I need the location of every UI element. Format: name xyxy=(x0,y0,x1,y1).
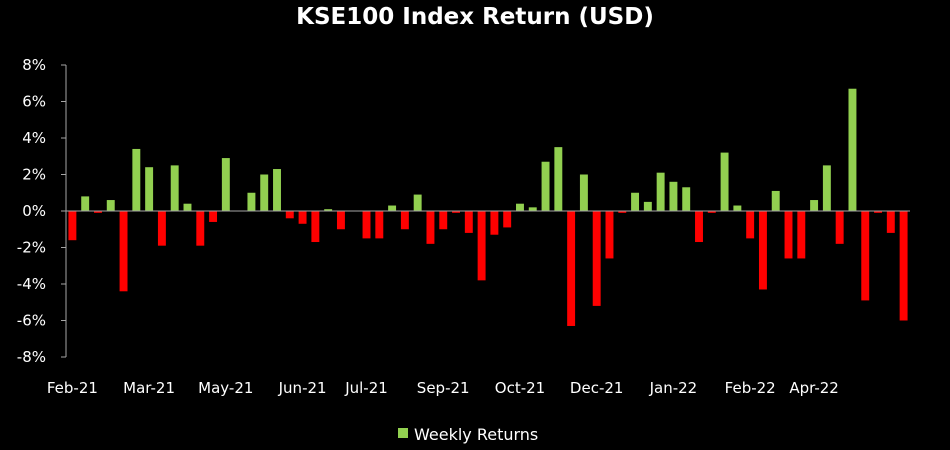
bar xyxy=(835,211,844,244)
bar xyxy=(874,211,882,213)
bar xyxy=(784,211,793,259)
bar xyxy=(758,211,767,290)
bar xyxy=(554,147,563,212)
bar xyxy=(618,211,627,213)
bar xyxy=(490,211,499,235)
bar xyxy=(439,211,448,230)
bar xyxy=(336,211,345,230)
bar xyxy=(503,211,512,228)
y-tick-label: 8% xyxy=(22,56,46,74)
bar xyxy=(413,194,422,211)
x-tick-label: Mar-21 xyxy=(123,379,175,397)
bar xyxy=(579,174,588,211)
x-tick-label: Feb-22 xyxy=(725,379,776,397)
x-tick-label: Apr-22 xyxy=(789,379,839,397)
bar xyxy=(221,158,230,211)
bar xyxy=(209,211,218,222)
bar xyxy=(669,181,678,211)
y-tick-label: 6% xyxy=(22,93,46,111)
bar xyxy=(886,211,895,233)
bar xyxy=(324,209,333,211)
bar xyxy=(643,201,652,212)
bar xyxy=(682,187,691,211)
bar xyxy=(822,165,831,212)
bar xyxy=(464,211,473,233)
bar xyxy=(183,203,192,211)
x-tick-label: May-21 xyxy=(198,379,253,397)
bar xyxy=(516,203,524,211)
legend-swatch xyxy=(398,428,408,438)
bar xyxy=(400,211,409,230)
y-tick-label: -8% xyxy=(17,348,46,366)
bar xyxy=(106,200,115,211)
bar xyxy=(771,190,780,211)
bar xyxy=(695,211,703,243)
bar xyxy=(81,196,90,211)
bar xyxy=(528,207,537,211)
bar xyxy=(707,211,716,213)
bar xyxy=(592,211,601,306)
x-tick-label: Jan-22 xyxy=(649,379,698,397)
x-tick-label: Sep-21 xyxy=(417,379,470,397)
bar xyxy=(452,211,460,213)
bar xyxy=(810,200,819,211)
bar xyxy=(848,88,857,211)
bar xyxy=(285,211,294,219)
x-tick-label: Oct-21 xyxy=(495,379,545,397)
bar xyxy=(94,211,102,213)
bar xyxy=(260,174,269,211)
bar xyxy=(733,205,742,211)
bar xyxy=(388,205,397,211)
bar xyxy=(119,211,128,292)
bar xyxy=(656,172,665,211)
bar xyxy=(605,211,614,259)
bar xyxy=(145,167,154,211)
bar xyxy=(247,192,256,211)
bar xyxy=(720,152,729,211)
bar xyxy=(541,161,550,211)
bar xyxy=(170,165,179,212)
x-tick-label: Jul-21 xyxy=(344,379,388,397)
x-tick-label: Jun-21 xyxy=(278,379,327,397)
bar xyxy=(157,211,166,246)
bar xyxy=(797,211,806,259)
y-tick-label: -6% xyxy=(17,312,46,330)
bar xyxy=(311,211,320,243)
legend-label: Weekly Returns xyxy=(414,425,538,444)
bar xyxy=(426,211,435,244)
y-tick-label: 4% xyxy=(22,129,46,147)
bar xyxy=(196,211,205,246)
bar xyxy=(631,192,640,211)
bar xyxy=(477,211,486,281)
x-tick-label: Feb-21 xyxy=(47,379,98,397)
y-tick-label: 0% xyxy=(22,202,46,220)
x-tick-label: Dec-21 xyxy=(570,379,624,397)
bar xyxy=(375,211,384,239)
bar xyxy=(298,211,307,224)
chart-title: KSE100 Index Return (USD) xyxy=(296,4,654,30)
bar xyxy=(362,211,371,239)
y-tick-label: -2% xyxy=(17,239,46,257)
bar xyxy=(899,211,908,321)
bar xyxy=(567,211,576,326)
y-tick-label: 2% xyxy=(22,166,46,184)
bar xyxy=(68,211,77,241)
bar xyxy=(746,211,755,239)
bar xyxy=(273,169,281,211)
bar xyxy=(132,148,141,211)
y-tick-label: -4% xyxy=(17,275,46,293)
bar xyxy=(861,211,870,301)
